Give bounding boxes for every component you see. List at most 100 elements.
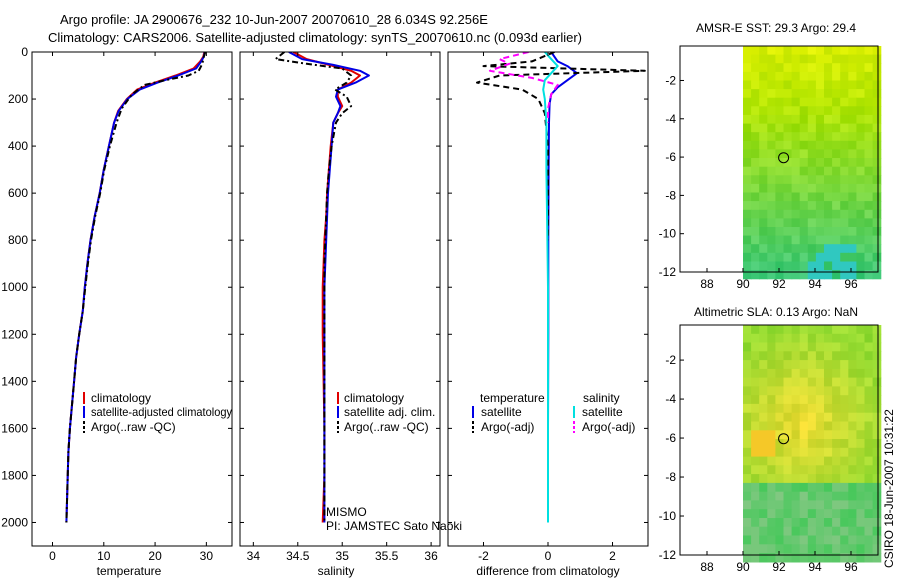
sst_map-cell bbox=[799, 123, 809, 133]
sst_map-cell bbox=[759, 235, 768, 245]
sla_map-cell bbox=[848, 360, 857, 370]
salinity-xtick-label: 34.5 bbox=[286, 549, 310, 563]
sla_map-cell bbox=[791, 526, 801, 537]
sla_map-cell bbox=[807, 368, 817, 379]
sla_map-xtick-label: 94 bbox=[808, 560, 822, 574]
sst_map-cell bbox=[775, 71, 785, 82]
sla_map-cell bbox=[848, 491, 857, 502]
sla_map-cell bbox=[783, 535, 793, 545]
sst_map-cell bbox=[824, 132, 833, 142]
sla_map-cell bbox=[759, 465, 768, 475]
sla_map-cell bbox=[807, 465, 817, 475]
sla-map-title: Altimetric SLA: 0.13 Argo: NaN bbox=[694, 305, 858, 319]
legend-label-sal-argo: Argo(-adj) bbox=[582, 420, 635, 434]
sst_map-cell bbox=[840, 89, 849, 99]
sst_map-cell bbox=[840, 123, 849, 133]
sst_map-cell bbox=[872, 89, 882, 99]
sst_map-cell bbox=[872, 123, 882, 133]
sst_map-cell bbox=[799, 54, 809, 64]
sla_map-cell bbox=[824, 518, 833, 528]
sst_map-cell bbox=[872, 80, 882, 90]
sla_map-cell bbox=[840, 325, 849, 335]
difference-xtick-label: -2 bbox=[478, 549, 489, 563]
sla_map-cell bbox=[807, 544, 817, 554]
sst_map-cell bbox=[751, 63, 760, 73]
sst_map-cell bbox=[832, 132, 841, 142]
sst_map-cell bbox=[783, 209, 793, 219]
sst_map-cell bbox=[791, 183, 801, 194]
sst_map-cell bbox=[815, 218, 825, 228]
sla_map-cell bbox=[824, 544, 833, 554]
sst_map-cell bbox=[751, 149, 760, 159]
sla_map-cell bbox=[799, 430, 809, 440]
sst_map-cell bbox=[743, 71, 752, 82]
sst_map-cell bbox=[848, 183, 857, 194]
legend-label-argo: Argo(..raw -QC) bbox=[344, 420, 429, 434]
sla_map-cell bbox=[775, 553, 785, 563]
sst_map-cell bbox=[864, 63, 874, 73]
temperature-xtick-label: 10 bbox=[97, 549, 111, 563]
sst-map-title: AMSR-E SST: 29.3 Argo: 29.4 bbox=[696, 21, 856, 35]
sla_map-cell bbox=[799, 535, 809, 545]
sst_map-cell bbox=[840, 252, 849, 262]
legend-heading-salinity: salinity bbox=[583, 391, 620, 405]
sla_map-cell bbox=[759, 360, 768, 370]
sla_map-cell bbox=[775, 412, 785, 423]
sst_map-cell bbox=[807, 235, 817, 245]
sla_map-cell bbox=[840, 421, 849, 431]
sla_map-cell bbox=[815, 509, 825, 519]
temperature-xtick-label: 30 bbox=[200, 549, 214, 563]
sst_map-cell bbox=[775, 244, 785, 254]
sst_map-cell bbox=[815, 252, 825, 262]
sla_map-cell bbox=[751, 412, 760, 423]
sla_map-cell bbox=[840, 447, 849, 458]
sla_map-cell bbox=[783, 377, 793, 387]
sla-map-ticks: 88 90 92 94 96 -2 -4 -6 -8 -10 -12 bbox=[659, 353, 858, 574]
sst_map-cell bbox=[791, 97, 801, 107]
sla_map-cell bbox=[751, 544, 760, 554]
sla_map-cell bbox=[815, 325, 825, 335]
sla_map-cell bbox=[848, 342, 857, 352]
sla_map-cell bbox=[832, 518, 841, 528]
sst_map-cell bbox=[759, 149, 768, 159]
sla_map-cell bbox=[743, 430, 752, 440]
sla_map-cell bbox=[815, 351, 825, 361]
sla_map-cell bbox=[856, 439, 866, 449]
sla_map-cell bbox=[824, 377, 833, 387]
sla_map-cell bbox=[824, 351, 833, 361]
sst_map-cell bbox=[832, 80, 841, 90]
sst-map-field bbox=[743, 46, 882, 280]
sla_map-cell bbox=[775, 544, 785, 554]
sla_map-cell bbox=[791, 553, 801, 563]
sla_map-cell bbox=[872, 553, 882, 563]
sla_map-cell bbox=[751, 430, 760, 440]
sla_map-cell bbox=[791, 368, 801, 379]
legend-label-temp-satellite: satellite bbox=[481, 405, 522, 419]
sla_map-cell bbox=[840, 360, 849, 370]
sla_map-cell bbox=[872, 386, 882, 396]
sst_map-cell bbox=[807, 71, 817, 82]
temperature-ytick-label: 1000 bbox=[1, 280, 28, 294]
sst_map-cell bbox=[815, 114, 825, 125]
sst_map-cell bbox=[783, 71, 793, 82]
sst_map-cell bbox=[840, 140, 849, 150]
sla_map-cell bbox=[848, 412, 857, 423]
sla_map-cell bbox=[824, 386, 833, 396]
sst_map-cell bbox=[824, 54, 833, 64]
sst_map-cell bbox=[751, 244, 760, 254]
sst_map-cell bbox=[759, 140, 768, 150]
sst_map-cell bbox=[864, 270, 874, 280]
sst_map-cell bbox=[864, 106, 874, 116]
sst_map-cell bbox=[848, 261, 857, 271]
sla_map-cell bbox=[807, 474, 817, 484]
sla_map-cell bbox=[824, 325, 833, 335]
sla_map-cell bbox=[815, 386, 825, 396]
sst_map-cell bbox=[783, 97, 793, 107]
sst_map-cell bbox=[807, 192, 817, 202]
sst_map-cell bbox=[848, 71, 857, 82]
sla_map-cell bbox=[840, 544, 849, 554]
sst_map-cell bbox=[824, 63, 833, 73]
sst_map-cell bbox=[783, 80, 793, 90]
sst_map-cell bbox=[767, 80, 776, 90]
sst_map-cell bbox=[783, 158, 793, 168]
